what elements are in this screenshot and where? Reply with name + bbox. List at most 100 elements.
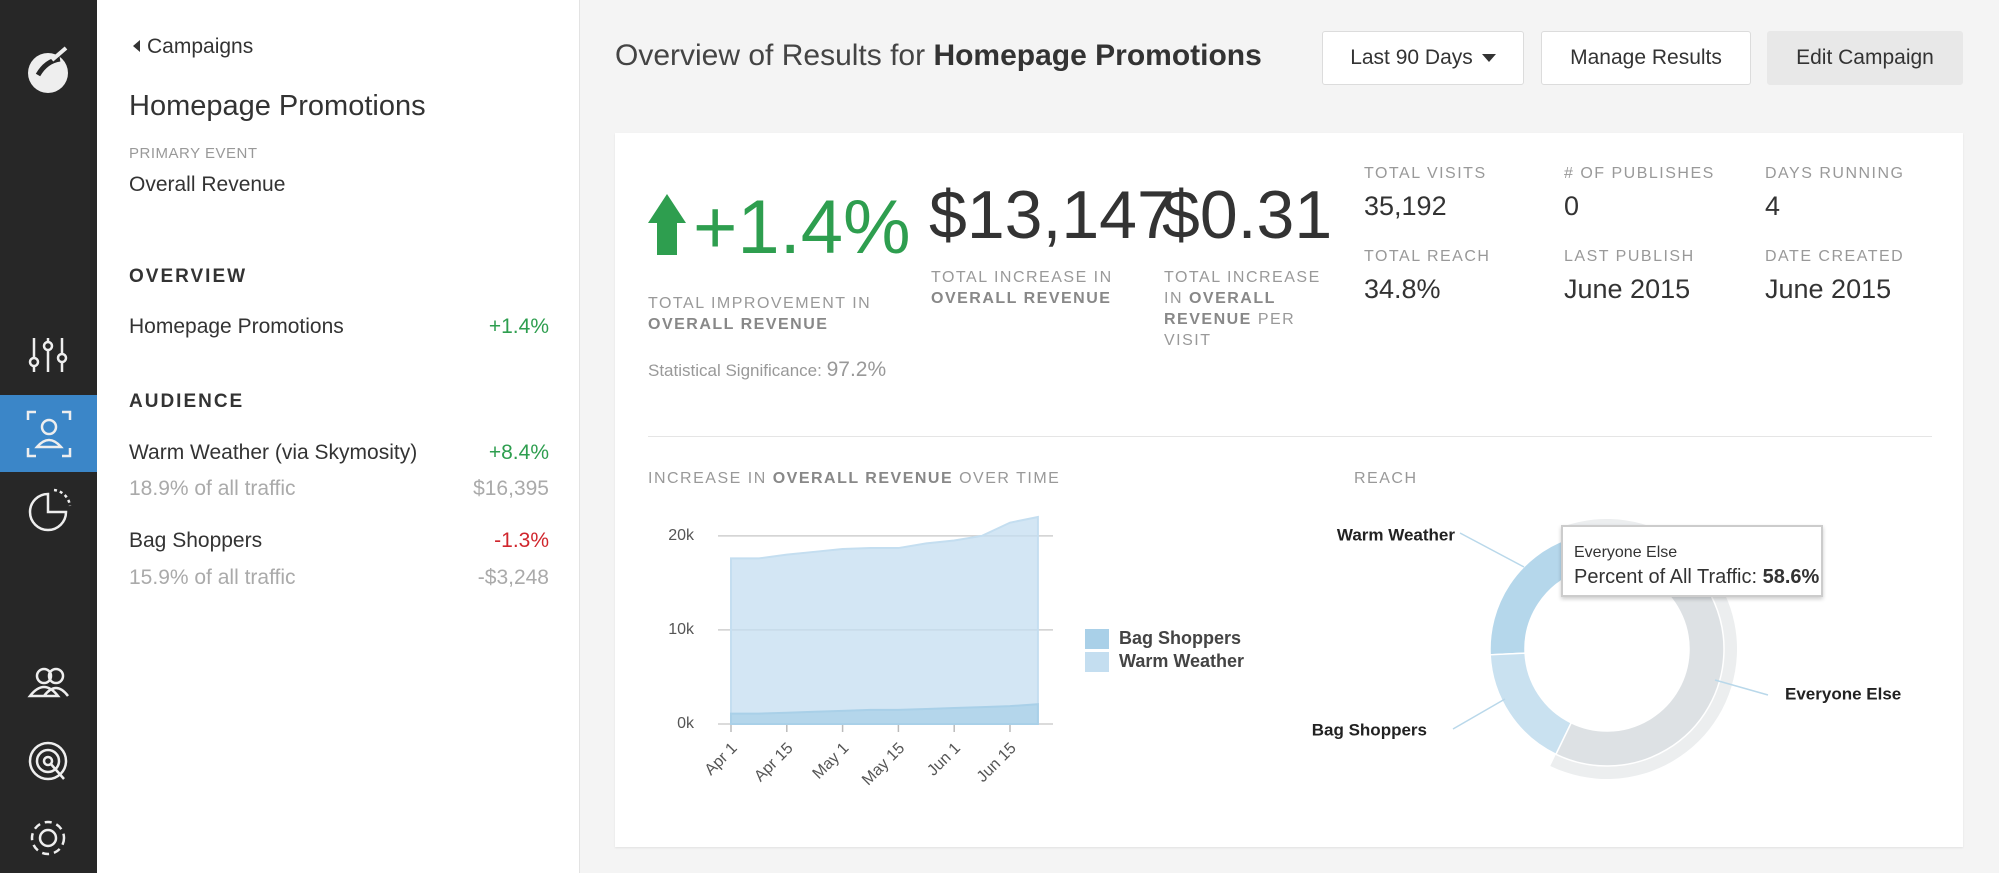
pie-slice bbox=[1489, 652, 1573, 756]
stat-value: 0 bbox=[1564, 191, 1580, 221]
label-text: TOTAL IMPROVEMENT IN bbox=[648, 295, 872, 312]
slice-label: Bag Shoppers bbox=[1312, 720, 1427, 739]
label-emphasis: OVERALL REVENUE bbox=[648, 316, 829, 333]
button-label: Edit Campaign bbox=[1796, 46, 1934, 69]
section-heading: AUDIENCE bbox=[129, 391, 245, 412]
stat-label: DATE CREATED bbox=[1765, 248, 1905, 265]
stat-value: 4 bbox=[1765, 191, 1781, 221]
stat-label: # OF PUBLISHES bbox=[1564, 165, 1715, 182]
chart-title: INCREASE IN OVERALL REVENUE OVER TIME bbox=[648, 471, 1060, 487]
stat-value: 35,192 bbox=[1364, 191, 1447, 221]
audience-revenue: $16,395 bbox=[473, 477, 549, 500]
campaign-title: Homepage Promotions bbox=[129, 90, 426, 122]
divider bbox=[648, 436, 1932, 437]
significance: Statistical Significance: 97.2% bbox=[648, 359, 886, 380]
tooltip-title: Everyone Else bbox=[1574, 544, 1678, 561]
increase-value: $13,147 bbox=[929, 177, 1175, 253]
button-label: Last 90 Days bbox=[1350, 46, 1473, 69]
caret bbox=[1481, 54, 1496, 62]
title-part: OVER TIME bbox=[959, 470, 1061, 487]
improvement-value: +1.4% bbox=[693, 185, 911, 270]
x-tick-label: May 15 bbox=[859, 740, 908, 789]
audience-name[interactable]: Bag Shoppers bbox=[129, 529, 263, 552]
tooltip: Everyone Else Percent of All Traffic: 58… bbox=[1561, 525, 1823, 597]
per-visit-label: TOTAL INCREASE IN OVERALL REVENUE PER VI… bbox=[1164, 267, 1334, 351]
significance-label: Statistical Significance: bbox=[648, 361, 822, 380]
audience-revenue: -$3,248 bbox=[477, 566, 549, 589]
section-heading: OVERVIEW bbox=[129, 266, 248, 287]
logo[interactable] bbox=[28, 46, 68, 93]
nav-settings-sliders[interactable] bbox=[28, 338, 68, 372]
stat-label: TOTAL REACH bbox=[1364, 248, 1491, 265]
x-tick-label: Apr 15 bbox=[751, 740, 796, 785]
tooltip-body: Percent of All Traffic: 58.6% bbox=[1574, 567, 1819, 587]
label-emphasis: OVERALL REVENUE bbox=[1164, 290, 1276, 328]
nav-gear[interactable] bbox=[30, 820, 66, 856]
stat-value: June 2015 bbox=[1765, 274, 1892, 304]
area bbox=[730, 515, 1039, 725]
label-emphasis: OVERALL REVENUE bbox=[931, 290, 1112, 307]
overview-change: +1.4% bbox=[488, 315, 549, 338]
nav-people[interactable] bbox=[27, 667, 69, 698]
stat-value: 34.8% bbox=[1364, 274, 1441, 304]
title-part: INCREASE IN bbox=[648, 470, 767, 487]
per-visit-value: $0.31 bbox=[1162, 177, 1333, 253]
manage-results-button[interactable]: Manage Results bbox=[1541, 31, 1751, 85]
improvement-label: TOTAL IMPROVEMENT IN OVERALL REVENUE bbox=[648, 293, 871, 335]
overview-name[interactable]: Homepage Promotions bbox=[129, 315, 344, 338]
area bbox=[730, 703, 1039, 725]
stat-value: June 2015 bbox=[1564, 274, 1691, 304]
stat-label: LAST PUBLISH bbox=[1564, 248, 1695, 265]
stat-label: TOTAL VISITS bbox=[1364, 165, 1487, 182]
back-chevron bbox=[133, 40, 140, 52]
nav-audience[interactable] bbox=[26, 410, 72, 458]
title-part: OVERALL REVENUE bbox=[772, 470, 954, 487]
chart-title: REACH bbox=[1354, 470, 1418, 487]
nav-icons bbox=[26, 46, 72, 856]
x-tick-label: Jun 1 bbox=[924, 740, 964, 780]
date-range-button[interactable]: Last 90 Days bbox=[1322, 31, 1524, 85]
audience-share: 15.9% of all traffic bbox=[129, 566, 296, 589]
title-name: Homepage Promotions bbox=[933, 39, 1262, 72]
label-text: PER VISIT bbox=[1164, 311, 1296, 349]
edit-campaign-button[interactable]: Edit Campaign bbox=[1767, 31, 1963, 85]
page-title: Overview of Results for Homepage Promoti… bbox=[615, 41, 1262, 71]
label-text: TOTAL INCREASE IN bbox=[931, 269, 1113, 286]
sidebar: Campaigns Homepage Promotions PRIMARY EV… bbox=[97, 0, 580, 873]
tooltip-text: Percent of All Traffic: bbox=[1574, 566, 1758, 588]
audience-share: 18.9% of all traffic bbox=[129, 477, 296, 500]
increase-label: TOTAL INCREASE IN OVERALL REVENUE bbox=[931, 267, 1113, 309]
x-tick-label: May 1 bbox=[810, 740, 853, 783]
up-arrow bbox=[648, 194, 686, 255]
audience-name[interactable]: Warm Weather (via Skymosity) bbox=[129, 441, 418, 464]
legend-label: Warm Weather bbox=[1119, 651, 1244, 671]
primary-event-label: PRIMARY EVENT bbox=[129, 145, 258, 162]
x-tick-label: Apr 1 bbox=[702, 740, 741, 779]
title-prefix: Overview of Results for bbox=[615, 39, 926, 72]
audience-change: -1.3% bbox=[494, 529, 549, 552]
label-text: TOTAL INCREASE IN bbox=[1164, 269, 1321, 307]
nav-reports[interactable] bbox=[28, 488, 72, 532]
nav-targeting[interactable] bbox=[28, 741, 68, 781]
slice-label: Everyone Else bbox=[1785, 684, 1901, 703]
primary-event: Overall Revenue bbox=[129, 173, 286, 196]
legend-label: Bag Shoppers bbox=[1119, 628, 1241, 648]
y-tick-label: 10k bbox=[668, 621, 695, 638]
results-card bbox=[615, 133, 1963, 847]
back-link[interactable]: Campaigns bbox=[147, 35, 254, 58]
legend-swatch bbox=[1085, 629, 1109, 649]
slice-label: Warm Weather bbox=[1337, 525, 1455, 544]
tooltip-value: 58.6% bbox=[1762, 566, 1820, 588]
x-tick-label: Jun 15 bbox=[974, 740, 1020, 786]
legend-swatch bbox=[1085, 652, 1109, 672]
audience-change: +8.4% bbox=[488, 441, 549, 464]
significance-value: 97.2% bbox=[826, 358, 887, 381]
leader-line bbox=[1714, 679, 1769, 696]
stat-label: DAYS RUNNING bbox=[1765, 165, 1905, 182]
leader-line bbox=[1459, 532, 1525, 568]
y-tick-label: 0k bbox=[677, 715, 695, 732]
y-tick-label: 20k bbox=[668, 527, 695, 544]
button-label: Manage Results bbox=[1570, 46, 1722, 69]
